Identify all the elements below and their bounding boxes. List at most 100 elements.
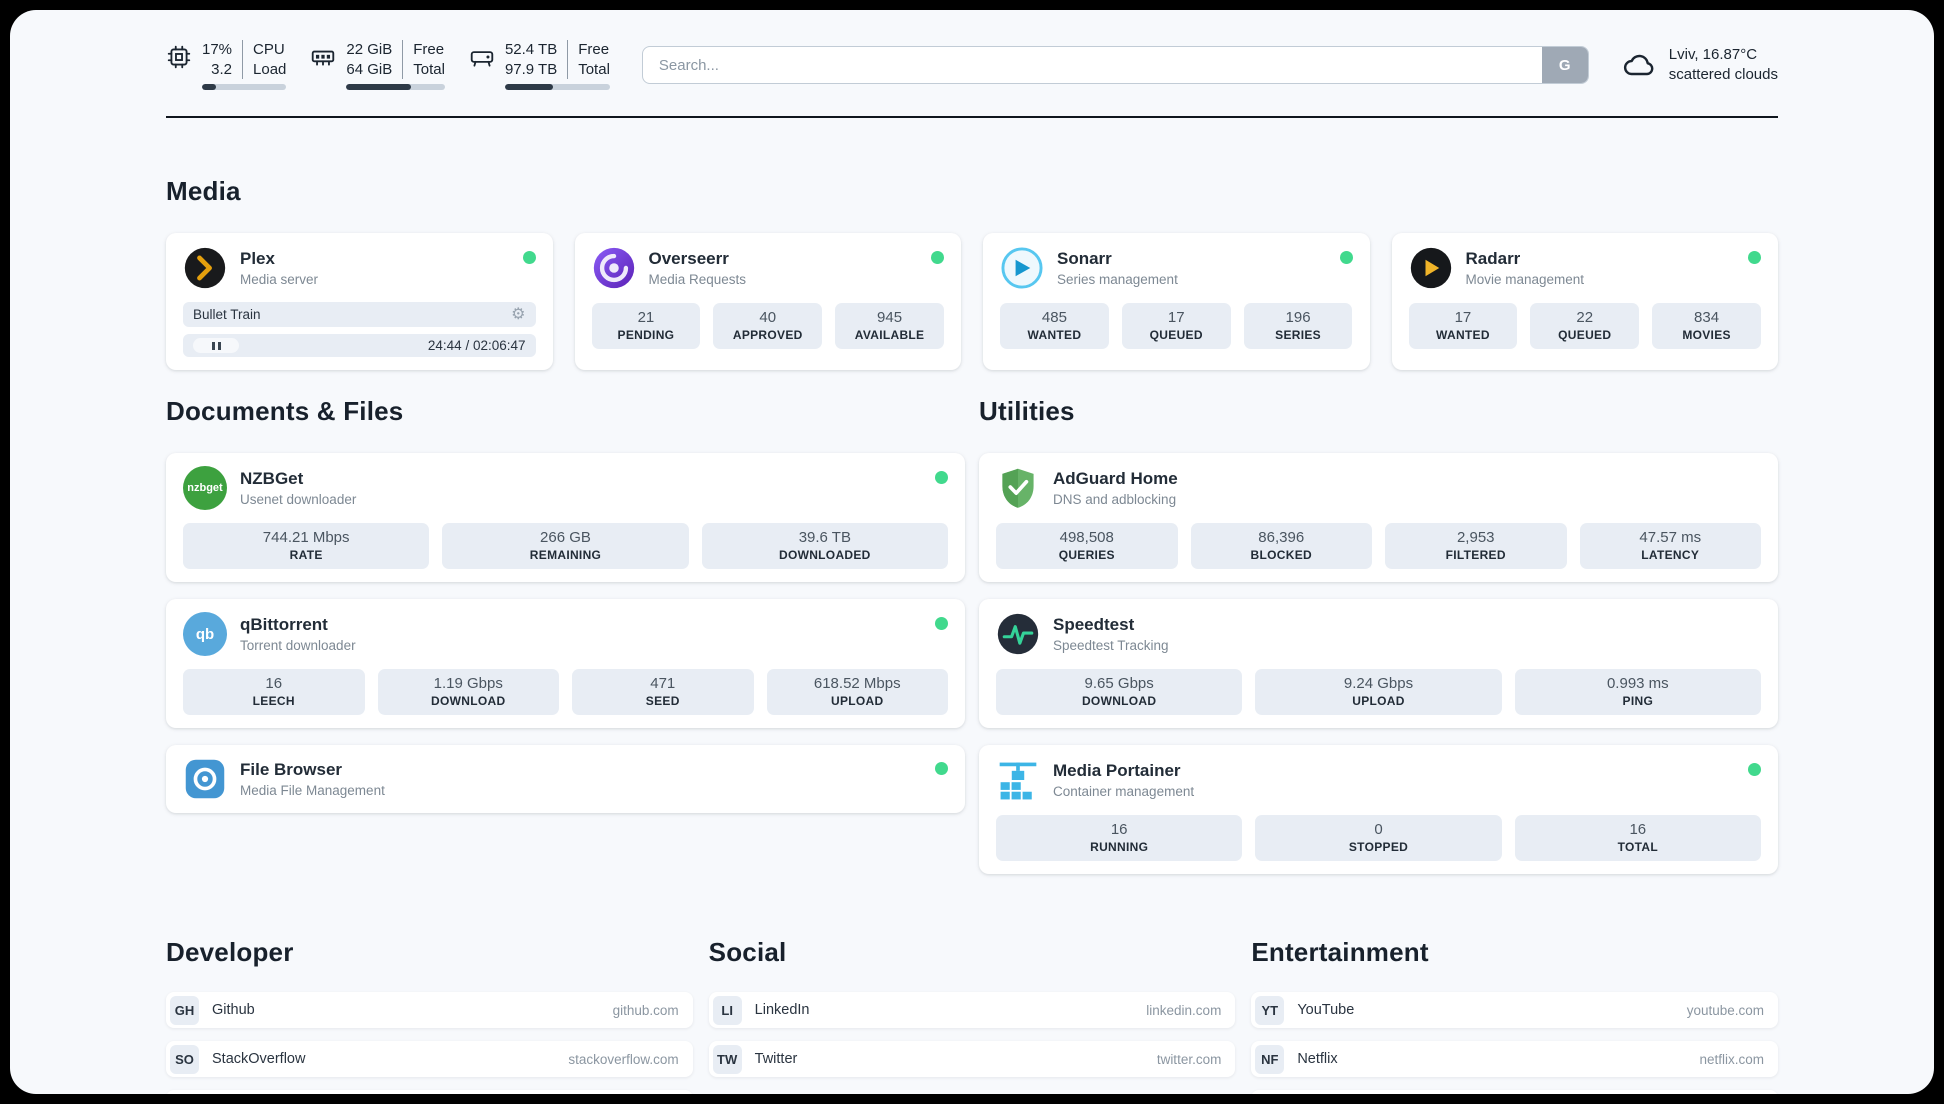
stat-box: 1.19 Gbps DOWNLOAD — [377, 669, 559, 715]
weather-location: Lviv, 16.87°C — [1668, 45, 1758, 63]
stat-box: 9.24 Gbps UPLOAD — [1255, 669, 1502, 715]
service-subtitle: Usenet downloader — [240, 492, 357, 507]
stat-value: 0 — [1374, 821, 1383, 838]
dashboard-panel: 17% 3.2 CPU Load — [10, 10, 1934, 1094]
status-online-dot — [1748, 251, 1761, 264]
adguard-card[interactable]: AdGuard Home DNS and adblocking 498,508 … — [979, 453, 1778, 582]
section-title-documents: Documents & Files — [166, 396, 404, 426]
ram-total-label: Total — [413, 60, 445, 78]
search-engine-button[interactable]: G — [1541, 47, 1588, 83]
stat-label: PENDING — [617, 328, 675, 342]
stat-label: SEED — [645, 694, 680, 708]
stat-box: 16 TOTAL — [1514, 815, 1761, 861]
stat-value: 744.21 Mbps — [262, 529, 350, 546]
stat-box: 16 RUNNING — [996, 815, 1243, 861]
qbittorrent-icon: qb — [183, 612, 227, 656]
nzbget-card[interactable]: nzbget NZBGet Usenet downloader 744.21 M… — [166, 453, 965, 582]
service-subtitle: Media Requests — [648, 272, 747, 287]
bookmark-linkedin[interactable]: LI LinkedIn linkedin.com — [708, 992, 1236, 1028]
overseerr-card[interactable]: Overseerr Media Requests 21 PENDING 40 A… — [574, 233, 961, 370]
cpu-progress-bar — [202, 84, 287, 90]
bookmark-twitter[interactable]: TW Twitter twitter.com — [708, 1041, 1236, 1077]
stat-box: 86,396 BLOCKED — [1190, 523, 1372, 569]
stat-box: 16 LEECH — [183, 669, 365, 715]
bookmark-netflix[interactable]: NF Netflix netflix.com — [1251, 1041, 1778, 1077]
stat-value: 196 — [1285, 309, 1311, 326]
stat-label: RATE — [289, 548, 323, 562]
stat-box: 21 PENDING — [591, 303, 701, 349]
radarr-card[interactable]: Radarr Movie management 17 WANTED 22 QUE… — [1391, 233, 1778, 370]
bookmark-stackoverflow[interactable]: SO StackOverflow stackoverflow.com — [166, 1041, 693, 1077]
stat-label: REMAINING — [529, 548, 602, 562]
bookmark-reddit[interactable]: RE Reddit reddit.com — [1251, 1090, 1778, 1094]
stat-box: 471 SEED — [572, 669, 754, 715]
stat-label: BLOCKED — [1250, 548, 1312, 562]
stat-value: 21 — [637, 309, 655, 326]
netflix-icon: NF — [1255, 1044, 1285, 1074]
stat-value: 618.52 Mbps — [813, 675, 901, 692]
bookmark-dev[interactable]: DT DEV dev.to — [166, 1090, 693, 1094]
qbittorrent-card[interactable]: qb qBittorrent Torrent downloader 16 LEE… — [166, 599, 965, 728]
disk-total-label: Total — [578, 60, 610, 78]
service-subtitle: Speedtest Tracking — [1053, 638, 1169, 653]
bookmark-group-entertainment: Entertainment YT YouTube youtube.com NF … — [1251, 937, 1778, 1094]
adguard-icon — [996, 466, 1040, 510]
bookmark-name: LinkedIn — [754, 1002, 810, 1018]
portainer-card[interactable]: Media Portainer Container management 16 … — [979, 745, 1778, 874]
stat-label: UPLOAD — [1352, 694, 1405, 708]
player-controls-bar: 24:44 / 02:06:47 — [183, 334, 536, 357]
disk-icon — [470, 51, 494, 67]
stat-value: 39.6 TB — [798, 529, 851, 546]
stat-label: LATENCY — [1641, 548, 1700, 562]
service-subtitle: Series management — [1057, 272, 1178, 287]
stat-box: 485 WANTED — [1000, 303, 1109, 349]
search-bar[interactable]: G — [641, 46, 1589, 84]
service-subtitle: Media server — [240, 272, 319, 287]
reddit-icon: RE — [1255, 1093, 1285, 1094]
stat-box: 17 QUEUED — [1121, 303, 1231, 349]
overseerr-icon — [592, 246, 636, 290]
stat-value: 9.65 Gbps — [1084, 675, 1154, 692]
bookmark-github[interactable]: GH Github github.com — [166, 992, 693, 1028]
stat-value: 498,508 — [1059, 529, 1114, 546]
youtube-icon: YT — [1255, 995, 1285, 1025]
dev-icon: DT — [170, 1093, 199, 1094]
settings-gear-icon[interactable]: ⚙ — [511, 305, 526, 323]
sonarr-card[interactable]: Sonarr Series management 485 WANTED 17 Q… — [983, 233, 1370, 370]
bookmark-url: netflix.com — [1699, 1051, 1764, 1067]
bookmark-youtube[interactable]: YT YouTube youtube.com — [1251, 992, 1778, 1028]
stat-box: 834 MOVIES — [1652, 303, 1761, 349]
topbar: 17% 3.2 CPU Load — [166, 10, 1778, 118]
bookmark-group-developer: Developer GH Github github.com SO StackO… — [166, 937, 693, 1094]
plex-card[interactable]: Plex Media server Bullet Train ⚙ 24:44 /… — [166, 233, 553, 370]
stat-label: STOPPED — [1348, 840, 1409, 854]
filebrowser-card[interactable]: File Browser Media File Management — [166, 745, 965, 813]
stat-label: RUNNING — [1090, 840, 1149, 854]
search-input[interactable] — [642, 47, 1542, 83]
stat-label: UPLOAD — [831, 694, 884, 708]
bookmark-name: YouTube — [1297, 1002, 1355, 1018]
service-subtitle: Container management — [1053, 784, 1195, 799]
stat-value: 17 — [1167, 309, 1185, 326]
service-subtitle: Movie management — [1465, 272, 1585, 287]
stat-label: AVAILABLE — [854, 328, 925, 342]
bookmark-url: github.com — [612, 1002, 679, 1018]
now-playing-title: Bullet Train — [193, 307, 261, 322]
stat-value: 266 GB — [540, 529, 591, 546]
bookmark-url: twitter.com — [1156, 1051, 1222, 1067]
speedtest-card[interactable]: Speedtest Speedtest Tracking 9.65 Gbps D… — [979, 599, 1778, 728]
stat-label: DOWNLOAD — [431, 694, 506, 708]
bookmark-name: Github — [212, 1002, 255, 1018]
stat-value: 40 — [759, 309, 777, 326]
stat-value: 834 — [1694, 309, 1720, 326]
pause-button[interactable] — [193, 338, 239, 353]
bookmark-name: Netflix — [1297, 1051, 1338, 1067]
cpu-load-label: Load — [253, 60, 287, 78]
cpu-label: CPU — [253, 41, 285, 58]
stat-box: 9.65 Gbps DOWNLOAD — [996, 669, 1243, 715]
weather-condition: scattered clouds — [1668, 66, 1778, 83]
stat-box: 0.993 ms PING — [1514, 669, 1761, 715]
stat-value: 47.57 ms — [1639, 529, 1702, 546]
ram-free-value: 22 GiB — [346, 41, 393, 58]
section-title-utilities: Utilities — [979, 396, 1075, 426]
